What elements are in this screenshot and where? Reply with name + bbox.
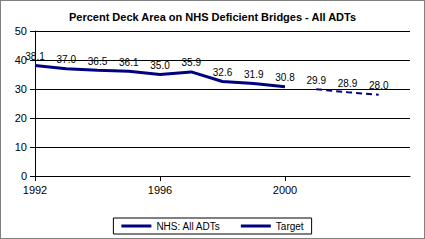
svg-text:0: 0 (21, 170, 27, 182)
svg-text:37.0: 37.0 (57, 54, 77, 65)
svg-text:30.8: 30.8 (275, 72, 295, 83)
svg-text:31.9: 31.9 (244, 69, 264, 80)
svg-text:Target: Target (276, 221, 304, 232)
svg-text:35.0: 35.0 (150, 60, 170, 71)
svg-text:10: 10 (15, 141, 27, 153)
svg-text:29.9: 29.9 (307, 75, 327, 86)
svg-text:1996: 1996 (148, 184, 172, 196)
svg-text:20: 20 (15, 112, 27, 124)
svg-text:28.0: 28.0 (369, 80, 389, 91)
svg-text:38.1: 38.1 (25, 51, 45, 62)
svg-text:1992: 1992 (23, 184, 47, 196)
svg-text:35.9: 35.9 (182, 57, 202, 68)
svg-text:36.5: 36.5 (88, 56, 108, 67)
svg-text:50: 50 (15, 25, 27, 37)
svg-text:2000: 2000 (273, 184, 297, 196)
svg-text:32.6: 32.6 (213, 67, 233, 78)
svg-text:40: 40 (14, 54, 27, 66)
svg-text:Percent Deck Area on NHS Defic: Percent Deck Area on NHS Deficient Bridg… (69, 11, 356, 23)
svg-text:28.9: 28.9 (338, 78, 358, 89)
svg-text:NHS: All ADTs: NHS: All ADTs (156, 221, 219, 232)
svg-text:36.1: 36.1 (119, 57, 139, 68)
svg-text:30: 30 (15, 83, 27, 95)
